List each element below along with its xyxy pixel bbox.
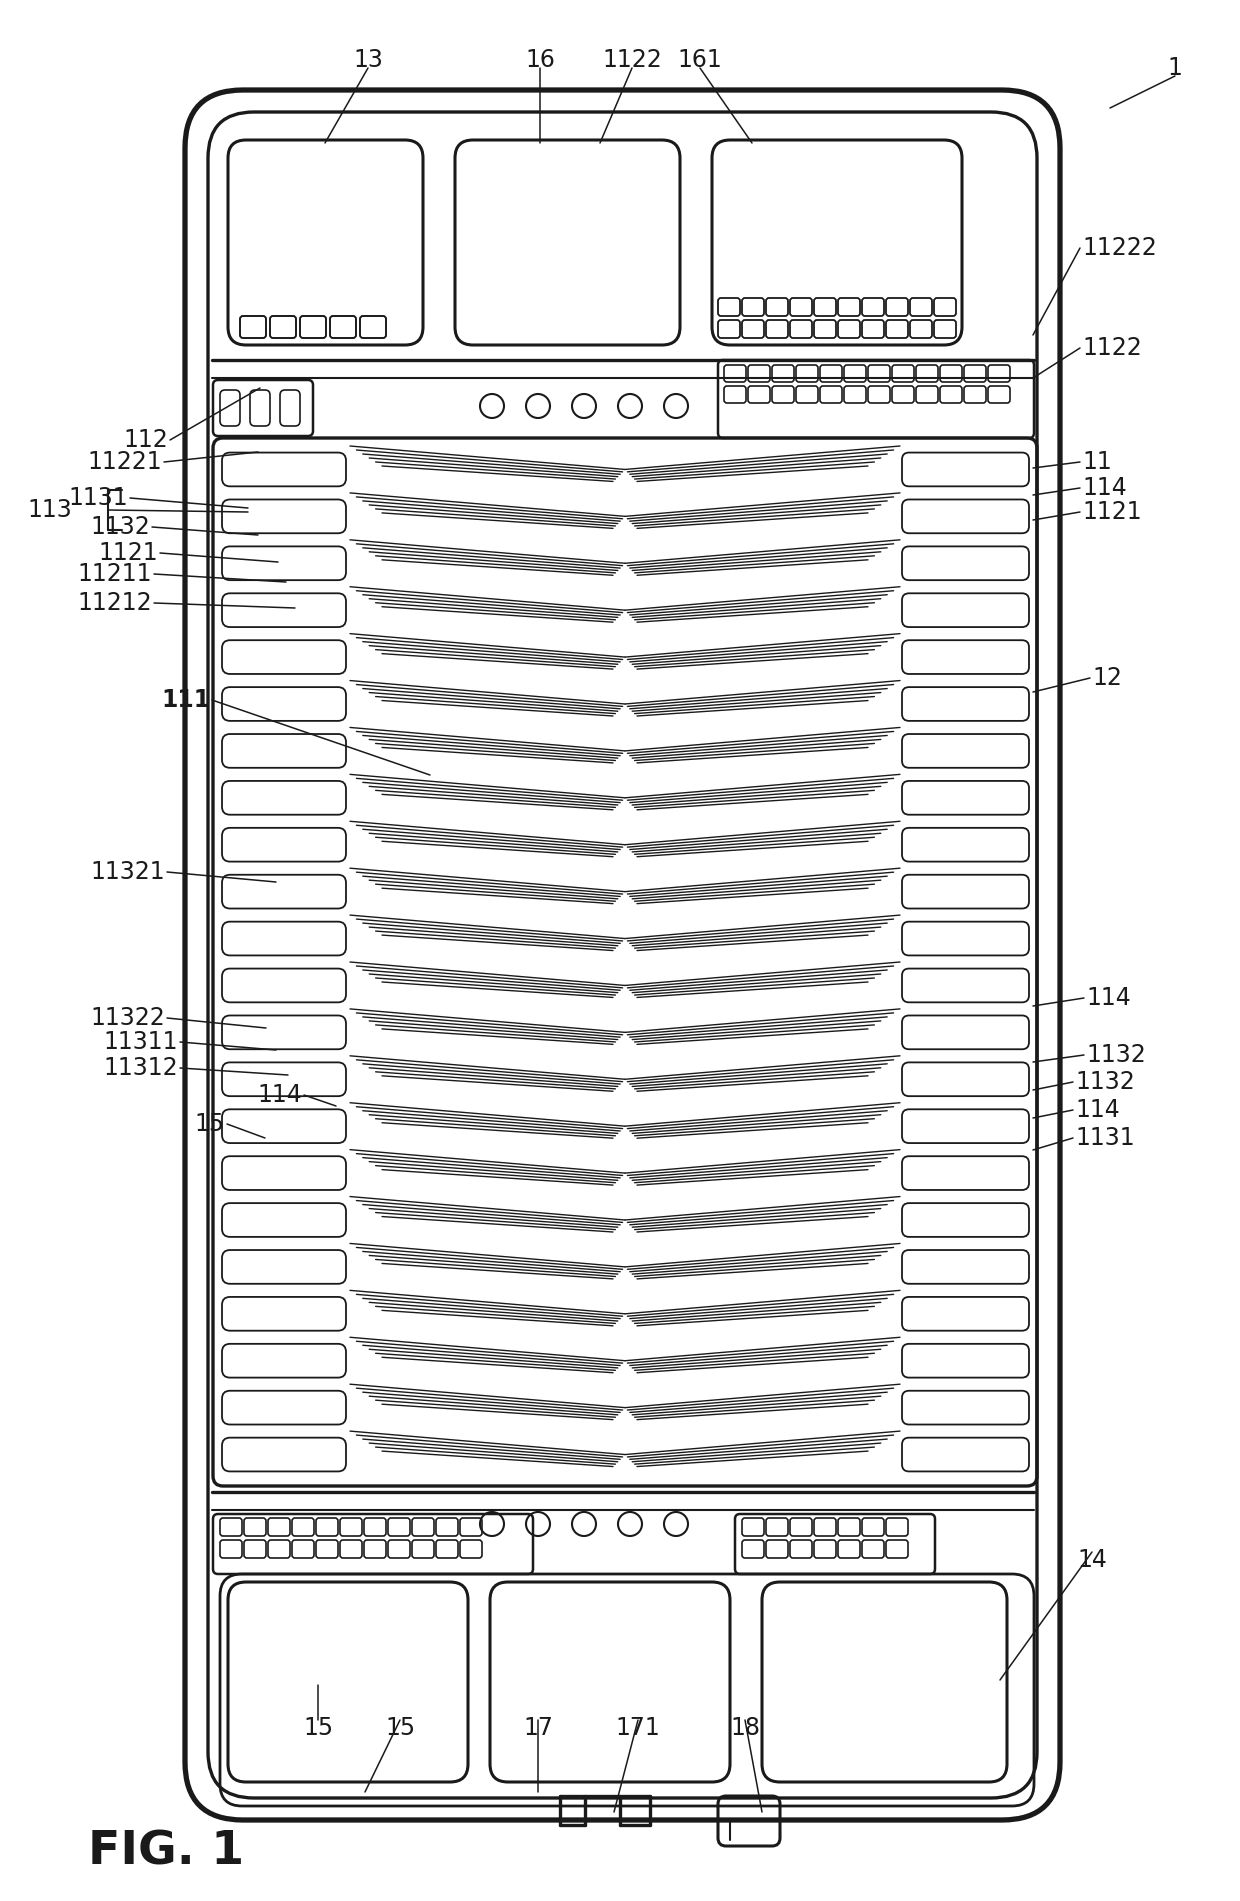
Text: 1132: 1132 bbox=[91, 515, 150, 540]
Text: 1131: 1131 bbox=[68, 487, 128, 509]
Text: 13: 13 bbox=[353, 48, 383, 72]
Text: 114: 114 bbox=[1086, 987, 1131, 1009]
Text: 114: 114 bbox=[1083, 475, 1127, 500]
Text: 11221: 11221 bbox=[87, 451, 162, 473]
Text: 16: 16 bbox=[525, 48, 556, 72]
Text: 1121: 1121 bbox=[1083, 500, 1142, 525]
Text: 17: 17 bbox=[523, 1717, 553, 1739]
Text: 14: 14 bbox=[1078, 1547, 1107, 1572]
Text: 113: 113 bbox=[27, 498, 72, 523]
Text: 15: 15 bbox=[384, 1717, 415, 1739]
Text: 18: 18 bbox=[730, 1717, 760, 1739]
Text: 1: 1 bbox=[1168, 55, 1183, 80]
Text: 15: 15 bbox=[303, 1717, 334, 1739]
Text: 11322: 11322 bbox=[91, 1006, 165, 1030]
Text: 1121: 1121 bbox=[98, 542, 157, 565]
Text: 12: 12 bbox=[1092, 665, 1122, 690]
Text: 161: 161 bbox=[677, 48, 723, 72]
Text: 11312: 11312 bbox=[103, 1055, 179, 1080]
Text: 171: 171 bbox=[615, 1717, 661, 1739]
Text: 11321: 11321 bbox=[91, 859, 165, 884]
Text: 1132: 1132 bbox=[1075, 1070, 1135, 1093]
Text: 1122: 1122 bbox=[1083, 336, 1142, 359]
Text: 11212: 11212 bbox=[77, 591, 153, 616]
Text: 112: 112 bbox=[123, 428, 167, 452]
Text: 1131: 1131 bbox=[1075, 1125, 1135, 1150]
Text: 11211: 11211 bbox=[77, 563, 153, 586]
Text: 11311: 11311 bbox=[103, 1030, 179, 1053]
Text: 1132: 1132 bbox=[1086, 1044, 1146, 1066]
Text: 114: 114 bbox=[257, 1084, 303, 1106]
Text: 1122: 1122 bbox=[603, 48, 662, 72]
Text: 15: 15 bbox=[195, 1112, 224, 1137]
Text: FIG. 1: FIG. 1 bbox=[88, 1829, 244, 1874]
Text: 11222: 11222 bbox=[1083, 236, 1157, 260]
Text: 114: 114 bbox=[1075, 1099, 1120, 1122]
Text: 11: 11 bbox=[1083, 451, 1112, 473]
Text: 111: 111 bbox=[161, 688, 210, 713]
